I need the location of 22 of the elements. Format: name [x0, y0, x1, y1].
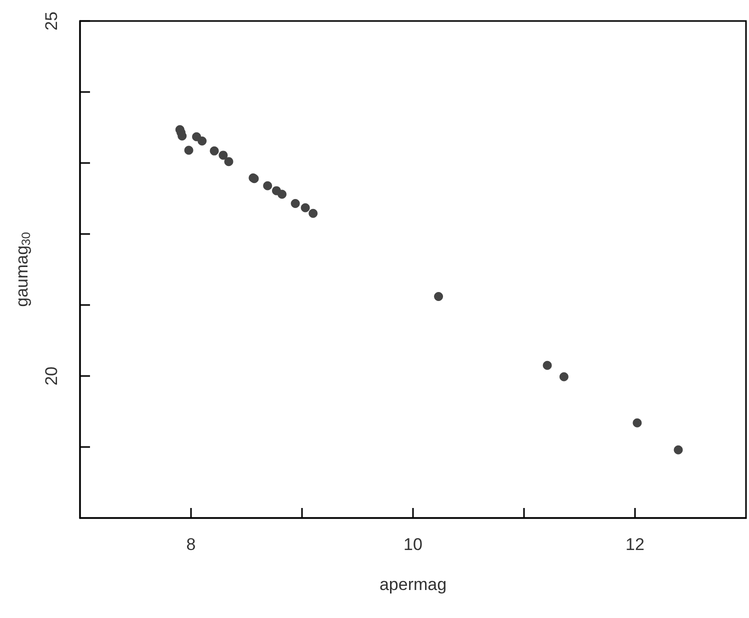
point: [224, 157, 234, 166]
point: [308, 208, 318, 218]
x-tick-label: 12: [626, 535, 644, 554]
y-tick-label: 20: [42, 366, 61, 386]
point: [674, 445, 683, 454]
point: [263, 181, 272, 190]
x-axis-title: apermag: [379, 575, 447, 594]
point: [632, 418, 642, 428]
point: [210, 146, 219, 156]
point: [542, 360, 552, 370]
point: [290, 198, 300, 208]
x-tick-label: 8: [186, 535, 196, 554]
x-tick-label: 10: [404, 535, 422, 554]
point: [278, 190, 287, 199]
point: [218, 150, 228, 160]
y-axis-title: gaumag30: [12, 232, 33, 307]
point: [198, 136, 207, 146]
point: [184, 146, 194, 155]
y-tick-label: 25: [42, 12, 61, 30]
point: [559, 372, 568, 382]
point: [434, 292, 444, 301]
point: [300, 203, 310, 212]
